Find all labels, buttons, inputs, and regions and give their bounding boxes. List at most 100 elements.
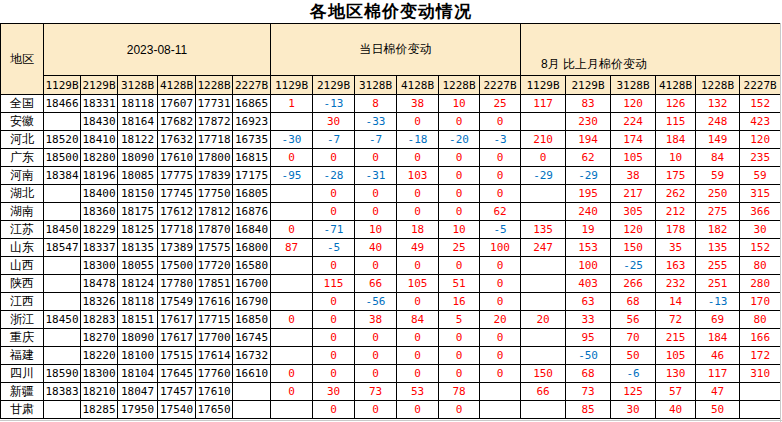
region-cell[interactable]: 山东: [1, 239, 44, 257]
monthly-change-cell[interactable]: 247: [521, 239, 566, 257]
monthly-change-cell[interactable]: 125: [611, 383, 656, 401]
monthly-change-cell[interactable]: 170: [740, 293, 781, 311]
daily-change-cell[interactable]: [271, 185, 313, 203]
monthly-change-cell[interactable]: [521, 275, 566, 293]
monthly-change-cell[interactable]: 217: [611, 185, 656, 203]
daily-change-cell[interactable]: 38: [355, 311, 397, 329]
price-cell[interactable]: 16745: [233, 329, 271, 347]
monthly-change-cell[interactable]: 150: [521, 365, 566, 383]
monthly-change-cell[interactable]: -29: [566, 167, 611, 185]
price-cell[interactable]: 16876: [233, 203, 271, 221]
price-cell[interactable]: 16735: [233, 131, 271, 149]
monthly-change-cell[interactable]: 366: [740, 203, 781, 221]
daily-change-cell[interactable]: -5: [480, 221, 521, 239]
monthly-change-cell[interactable]: [521, 401, 566, 419]
daily-change-cell[interactable]: 5: [439, 311, 480, 329]
price-cell[interactable]: 17650: [196, 401, 233, 419]
daily-change-cell[interactable]: 0: [480, 293, 521, 311]
daily-change-cell[interactable]: -7: [355, 131, 397, 149]
daily-change-cell[interactable]: 0: [439, 185, 480, 203]
subcolumn-header-g1-1129b[interactable]: 1129B: [44, 76, 81, 95]
subcolumn-header-g1-4128b[interactable]: 4128B: [158, 76, 196, 95]
daily-change-cell[interactable]: -18: [397, 131, 439, 149]
monthly-change-cell[interactable]: 14: [656, 293, 696, 311]
price-cell[interactable]: 18450: [44, 221, 81, 239]
daily-change-cell[interactable]: 8: [355, 95, 397, 113]
monthly-change-cell[interactable]: 95: [566, 329, 611, 347]
monthly-change-cell[interactable]: 184: [696, 329, 740, 347]
daily-change-cell[interactable]: 0: [355, 185, 397, 203]
monthly-change-cell[interactable]: 56: [611, 311, 656, 329]
price-cell[interactable]: 17800: [196, 149, 233, 167]
monthly-change-cell[interactable]: 115: [656, 113, 696, 131]
daily-change-cell[interactable]: 62: [480, 203, 521, 221]
price-cell[interactable]: 18104: [118, 365, 158, 383]
monthly-change-cell[interactable]: 80: [740, 311, 781, 329]
price-cell[interactable]: 17457: [158, 383, 196, 401]
price-cell[interactable]: 16700: [233, 275, 271, 293]
price-cell[interactable]: 18118: [118, 293, 158, 311]
price-cell[interactable]: 18283: [81, 311, 118, 329]
price-cell[interactable]: [44, 275, 81, 293]
daily-change-cell[interactable]: [271, 293, 313, 311]
daily-change-cell[interactable]: 0: [397, 293, 439, 311]
daily-change-cell[interactable]: [271, 275, 313, 293]
daily-change-cell[interactable]: 0: [397, 347, 439, 365]
monthly-change-cell[interactable]: 423: [740, 113, 781, 131]
daily-change-cell[interactable]: -95: [271, 167, 313, 185]
price-cell[interactable]: 18384: [44, 167, 81, 185]
daily-change-cell[interactable]: -3: [480, 131, 521, 149]
region-cell[interactable]: 河北: [1, 131, 44, 149]
monthly-change-cell[interactable]: 59: [740, 167, 781, 185]
monthly-change-cell[interactable]: 275: [696, 203, 740, 221]
daily-change-cell[interactable]: 0: [439, 113, 480, 131]
monthly-change-cell[interactable]: [521, 113, 566, 131]
monthly-change-cell[interactable]: [740, 383, 781, 401]
price-cell[interactable]: [233, 401, 271, 419]
price-cell[interactable]: 18047: [118, 383, 158, 401]
monthly-change-cell[interactable]: 172: [740, 347, 781, 365]
region-cell[interactable]: 安徽: [1, 113, 44, 131]
daily-change-cell[interactable]: 40: [355, 239, 397, 257]
region-cell[interactable]: 新疆: [1, 383, 44, 401]
daily-change-cell[interactable]: [271, 203, 313, 221]
price-cell[interactable]: [233, 383, 271, 401]
daily-change-cell[interactable]: 0: [480, 329, 521, 347]
daily-change-cell[interactable]: -33: [355, 113, 397, 131]
daily-change-cell[interactable]: -71: [313, 221, 355, 239]
price-cell[interactable]: 17575: [196, 239, 233, 257]
daily-change-cell[interactable]: 0: [480, 347, 521, 365]
daily-change-cell[interactable]: 0: [313, 311, 355, 329]
daily-change-cell[interactable]: 0: [271, 149, 313, 167]
price-cell[interactable]: 18122: [118, 131, 158, 149]
price-cell[interactable]: 17718: [196, 131, 233, 149]
price-cell[interactable]: [44, 329, 81, 347]
monthly-change-cell[interactable]: 262: [656, 185, 696, 203]
daily-change-cell[interactable]: [271, 257, 313, 275]
price-cell[interactable]: 18085: [118, 167, 158, 185]
price-cell[interactable]: 18090: [118, 149, 158, 167]
region-cell[interactable]: 四川: [1, 365, 44, 383]
monthly-change-cell[interactable]: 175: [656, 167, 696, 185]
price-cell[interactable]: 18196: [81, 167, 118, 185]
daily-change-cell[interactable]: 0: [480, 167, 521, 185]
monthly-change-cell[interactable]: [740, 401, 781, 419]
price-cell[interactable]: 18430: [81, 113, 118, 131]
daily-change-cell[interactable]: 30: [313, 383, 355, 401]
daily-change-cell[interactable]: 0: [313, 257, 355, 275]
price-cell[interactable]: 17750: [196, 185, 233, 203]
price-cell[interactable]: 17700: [196, 329, 233, 347]
daily-change-cell[interactable]: 10: [439, 221, 480, 239]
daily-change-cell[interactable]: 0: [439, 167, 480, 185]
daily-change-cell[interactable]: 66: [355, 275, 397, 293]
daily-change-cell[interactable]: 0: [439, 401, 480, 419]
monthly-change-cell[interactable]: 120: [611, 95, 656, 113]
monthly-change-cell[interactable]: 163: [656, 257, 696, 275]
monthly-change-cell[interactable]: 33: [566, 311, 611, 329]
monthly-change-cell[interactable]: 215: [656, 329, 696, 347]
daily-change-cell[interactable]: 73: [355, 383, 397, 401]
subcolumn-header-g1-2129b[interactable]: 2129B: [81, 76, 118, 95]
monthly-change-cell[interactable]: 210: [521, 131, 566, 149]
price-cell[interactable]: 17718: [158, 221, 196, 239]
price-cell[interactable]: 17775: [158, 167, 196, 185]
